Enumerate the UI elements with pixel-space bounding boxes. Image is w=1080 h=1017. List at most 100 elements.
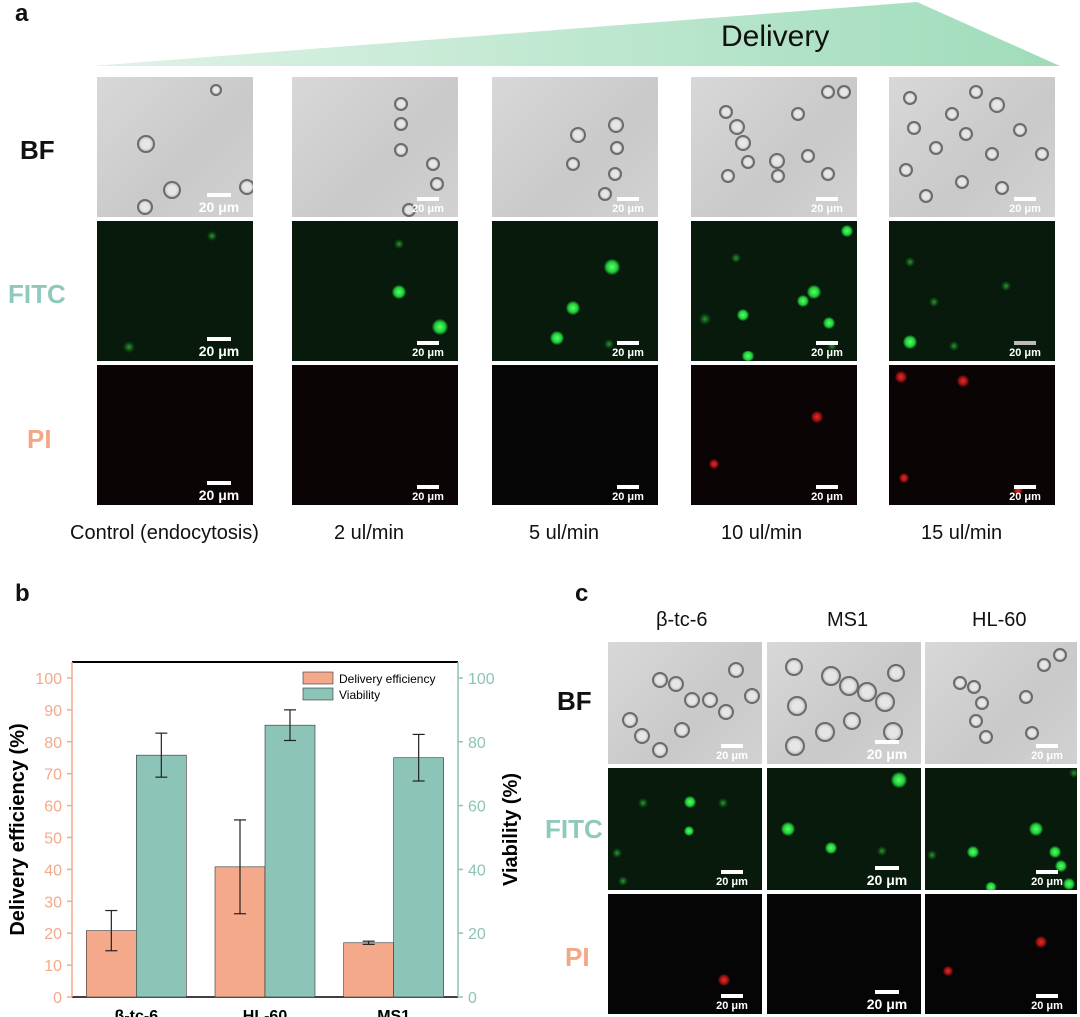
column-header-btc6: β-tc-6 xyxy=(656,609,708,631)
column-header-hl60: HL-60 xyxy=(972,609,1027,631)
scale-bar: 20 μm xyxy=(193,193,245,215)
scale-bar: 20 μm xyxy=(606,485,650,503)
right-y-tick-label: 80 xyxy=(468,735,486,752)
row-label-bf: BF xyxy=(20,135,55,165)
row-label-pi: PI xyxy=(27,424,52,454)
image-pi-10ul: 20 μm xyxy=(691,365,857,505)
scale-bar: 20 μm xyxy=(710,994,754,1012)
image-c-bf-btc6: 20 μm xyxy=(608,642,762,764)
column-header-ms1: MS1 xyxy=(827,609,869,631)
scale-bar: 20 μm xyxy=(1003,485,1047,503)
panel-b-letter: b xyxy=(15,580,30,607)
scale-bar: 20 μm xyxy=(805,197,849,215)
image-c-pi-hl60: 20 μm xyxy=(925,894,1077,1014)
legend-swatch-delivery xyxy=(302,671,334,685)
left-y-tick-label: 20 xyxy=(44,926,62,943)
left-y-tick-label: 100 xyxy=(35,671,62,688)
right-y-axis-title: Viability (%) xyxy=(500,773,522,886)
image-bf-15ul: 20 μm xyxy=(889,77,1055,217)
x-tick-label: β-tc-6 xyxy=(115,1008,159,1017)
scale-bar: 20 μm xyxy=(193,337,245,359)
left-y-tick-label: 0 xyxy=(53,990,62,1007)
image-fitc-10ul: 20 μm xyxy=(691,221,857,361)
row-label-c-fitc: FITC xyxy=(545,814,603,844)
scale-bar: 20 μm xyxy=(861,866,913,888)
image-fitc-2ul: 20 μm xyxy=(292,221,458,361)
condition-label-2ul: 2 ul/min xyxy=(334,522,405,544)
chart-legend: Delivery efficiency Viability xyxy=(302,671,435,702)
legend-label-delivery: Delivery efficiency xyxy=(339,672,435,686)
chart-bars xyxy=(86,709,444,998)
left-y-tick-label: 70 xyxy=(44,767,62,784)
delivery-wedge xyxy=(92,2,1060,66)
image-c-pi-btc6: 20 μm xyxy=(608,894,762,1014)
scale-bar: 20 μm xyxy=(1003,197,1047,215)
left-y-tick-label: 10 xyxy=(44,958,62,975)
image-c-pi-ms1: 20 μm xyxy=(767,894,921,1014)
left-y-tick-label: 60 xyxy=(44,799,62,816)
scale-bar: 20 μm xyxy=(606,341,650,359)
image-c-fitc-ms1: 20 μm xyxy=(767,768,921,890)
scale-bar: 20 μm xyxy=(406,485,450,503)
image-bf-10ul: 20 μm xyxy=(691,77,857,217)
condition-label-5ul: 5 ul/min xyxy=(529,522,600,544)
scale-bar: 20 μm xyxy=(805,485,849,503)
row-label-c-pi: PI xyxy=(565,942,590,972)
image-pi-15ul: 20 μm xyxy=(889,365,1055,505)
image-bf-2ul: 20 μm xyxy=(292,77,458,217)
image-c-fitc-btc6: 20 μm xyxy=(608,768,762,890)
scale-bar: 20 μm xyxy=(861,740,913,762)
image-pi-5ul: 20 μm xyxy=(492,365,658,505)
bar-chart: 0 10 20 30 40 50 60 70 80 90 100 0 20 40 60 80 100 Delive… xyxy=(7,661,522,1017)
scale-bar: 20 μm xyxy=(406,197,450,215)
legend-swatch-viability xyxy=(302,687,334,701)
right-y-tick-label: 40 xyxy=(468,862,486,879)
left-y-tick-label: 90 xyxy=(44,703,62,720)
bar-viability xyxy=(393,757,444,998)
left-y-tick-label: 40 xyxy=(44,862,62,879)
chart-axes: 0 10 20 30 40 50 60 70 80 90 100 0 20 40 60 80 100 Delive… xyxy=(7,661,522,1017)
image-bf-control: 20 μm xyxy=(97,77,253,217)
condition-label-10ul: 10 ul/min xyxy=(721,522,803,544)
scale-bar: 20 μm xyxy=(1003,341,1047,359)
row-label-fitc: FITC xyxy=(8,279,66,309)
scale-bar: 20 μm xyxy=(606,197,650,215)
row-label-c-bf: BF xyxy=(557,686,592,716)
image-c-bf-hl60: 20 μm xyxy=(925,642,1077,764)
bar-viability xyxy=(264,724,316,998)
scale-bar: 20 μm xyxy=(861,990,913,1012)
panel-c-letter: c xyxy=(575,580,589,607)
condition-label-15ul: 15 ul/min xyxy=(921,522,1003,544)
delivery-label: Delivery xyxy=(721,20,830,53)
right-y-tick-label: 60 xyxy=(468,799,486,816)
x-tick-label: MS1 xyxy=(377,1008,410,1017)
scale-bar: 20 μm xyxy=(406,341,450,359)
scale-bar: 20 μm xyxy=(1025,994,1069,1012)
image-c-bf-ms1: 20 μm xyxy=(767,642,921,764)
image-fitc-15ul: 20 μm xyxy=(889,221,1055,361)
image-pi-control: 20 μm xyxy=(97,365,253,505)
scale-bar: 20 μm xyxy=(193,481,245,503)
right-y-tick-label: 100 xyxy=(468,671,495,688)
image-pi-2ul: 20 μm xyxy=(292,365,458,505)
bar-delivery-efficiency xyxy=(343,942,394,998)
panel-a-letter: a xyxy=(15,0,29,27)
scale-bar: 20 μm xyxy=(1025,870,1069,888)
right-y-tick-label: 0 xyxy=(468,990,477,1007)
x-tick-label: HL-60 xyxy=(243,1008,288,1017)
left-y-tick-label: 30 xyxy=(44,894,62,911)
scale-bar: 20 μm xyxy=(710,870,754,888)
scale-bar: 20 μm xyxy=(805,341,849,359)
image-fitc-control: 20 μm xyxy=(97,221,253,361)
scale-bar: 20 μm xyxy=(710,744,754,762)
legend-label-viability: Viability xyxy=(339,688,380,702)
image-bf-5ul: 20 μm xyxy=(492,77,658,217)
bar-viability xyxy=(136,754,187,998)
right-y-tick-label: 20 xyxy=(468,926,486,943)
scale-bar: 20 μm xyxy=(1025,744,1069,762)
left-y-axis-title: Delivery efficiency (%) xyxy=(7,723,29,935)
image-fitc-5ul: 20 μm xyxy=(492,221,658,361)
left-y-tick-label: 80 xyxy=(44,735,62,752)
left-y-tick-label: 50 xyxy=(44,830,62,847)
image-c-fitc-hl60: 20 μm xyxy=(925,768,1077,890)
